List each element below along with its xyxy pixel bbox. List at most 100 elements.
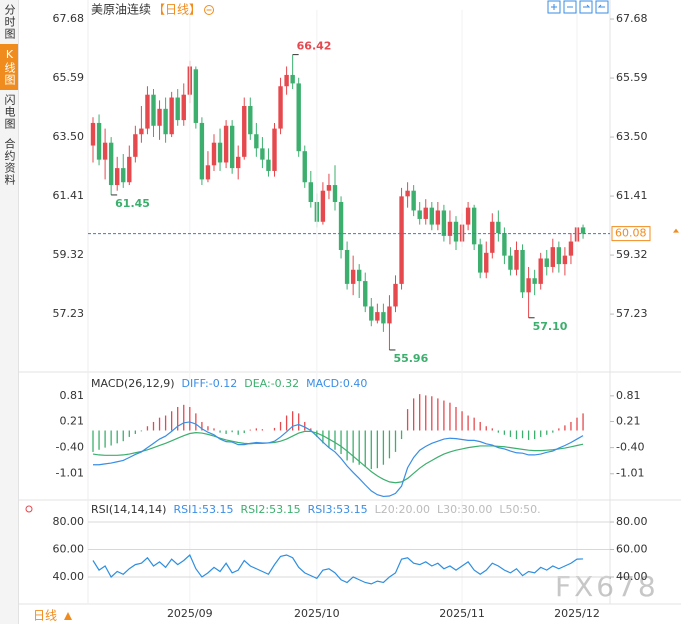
candle-body (417, 210, 422, 219)
candle-body (544, 258, 549, 267)
candle-body (520, 250, 525, 293)
legend-item: L30:30.00 (437, 503, 492, 516)
candle-body (229, 125, 235, 169)
candle-body (242, 106, 247, 157)
candle-body (278, 86, 283, 129)
y-tick-label: 67.68 (53, 12, 85, 25)
candle-body (223, 125, 229, 163)
zoom-icon[interactable] (547, 0, 561, 14)
y-tick-label-right: 57.23 (616, 307, 648, 320)
candle-body (484, 252, 489, 273)
candle-body (435, 210, 441, 225)
legend-item: MACD:0.40 (306, 377, 367, 390)
candle-body (193, 69, 199, 123)
move-icon[interactable] (595, 0, 609, 14)
x-tick-label: 2025/12 (554, 607, 600, 620)
y-tick-label: 63.50 (53, 130, 85, 143)
candle-body (308, 182, 313, 202)
legend-item: RSI3:53.15 (308, 503, 368, 516)
legend-item: L20:20.00 (375, 503, 430, 516)
candle-body (350, 269, 356, 284)
tab[interactable]: 分时图 (3, 4, 16, 40)
zoom-icon[interactable] (563, 0, 577, 14)
candle-body (496, 221, 501, 234)
y-tick-label-right: 59.32 (616, 248, 648, 261)
move-icon[interactable] (579, 0, 593, 14)
candle-body (526, 278, 531, 293)
legend-item: DEA:-0.32 (244, 377, 299, 390)
candle-body (211, 142, 217, 166)
settings-icon[interactable] (25, 505, 33, 513)
y-tick-label-right: -1.01 (616, 467, 644, 480)
candle-body (151, 94, 156, 126)
candle-body (266, 159, 271, 171)
candle-body (296, 83, 301, 152)
candle-body (272, 128, 277, 171)
candle-body (338, 202, 344, 250)
candle-body (429, 207, 434, 225)
icon-glyph (551, 4, 605, 10)
candle-body (127, 156, 132, 183)
candle-body (121, 168, 126, 183)
toolbar[interactable] (547, 0, 609, 14)
annotation: 57.10 (533, 320, 568, 333)
annotation: 55.96 (393, 352, 428, 365)
y-tick-label: 57.23 (53, 307, 85, 320)
candle-body (580, 227, 586, 234)
rsi-line (92, 553, 584, 585)
collapse-icon[interactable] (204, 5, 215, 15)
candle-body (108, 142, 114, 186)
candle-body (332, 185, 338, 202)
candle-body (96, 122, 102, 160)
x-tick-label: 2025/09 (167, 607, 213, 620)
y-tick-label-right: 0.21 (616, 415, 641, 428)
candle-body (514, 250, 519, 270)
candle-body (90, 122, 96, 146)
y-tick-label: -1.01 (56, 467, 84, 480)
candle-body (405, 190, 410, 197)
x-tick-label: 2025/10 (294, 607, 340, 620)
legend-item: RSI2:53.15 (241, 503, 301, 516)
candle-body (363, 281, 368, 307)
annotation: 61.45 (115, 197, 150, 210)
last-price-label: 60.08 (615, 227, 647, 240)
candle-body (326, 185, 332, 191)
candle-body (260, 148, 265, 160)
sidebar: 分时图 K线图 闪电图 合约资料 (0, 0, 19, 624)
y-tick-label-right: 60.00 (616, 543, 648, 556)
candle-body (556, 247, 562, 265)
tab[interactable]: 合约资料 (3, 138, 16, 186)
diff-line (93, 421, 584, 498)
annotation: 66.42 (297, 40, 332, 53)
candle-body (284, 74, 289, 87)
y-tick-label-right: 61.41 (616, 189, 648, 202)
chart-subtitle: 【日线】 (153, 3, 201, 17)
candle-body (175, 97, 180, 121)
candle-body (369, 306, 374, 321)
period-arrow[interactable] (64, 612, 72, 620)
candle-body (157, 108, 162, 126)
candle-body (393, 283, 398, 307)
candle-body (236, 156, 241, 169)
y-tick-label: 0.21 (60, 415, 85, 428)
legend-item: L50:50. (499, 503, 540, 516)
period-button[interactable]: 日线 (33, 609, 57, 623)
y-tick-label: 59.32 (53, 248, 85, 261)
y-tick-label: 60.00 (53, 543, 85, 556)
candle-body (423, 207, 428, 219)
candle-body (381, 312, 386, 324)
tab[interactable]: 闪电图 (3, 94, 16, 130)
tab[interactable]: K线图 (0, 44, 18, 90)
legend-item: RSI1:53.15 (173, 503, 233, 516)
candle-body (205, 165, 211, 180)
y-tick-label-right: -0.40 (616, 441, 644, 454)
candle-body (490, 221, 495, 253)
y-tick-label: 40.00 (53, 570, 85, 583)
candle-body (538, 258, 543, 284)
candle-body (115, 168, 120, 186)
y-tick-label-right: 65.59 (616, 71, 648, 84)
candle-body (169, 97, 174, 135)
candle-body (375, 312, 380, 321)
y-tick-label-right: 63.50 (616, 130, 648, 143)
candle-body (532, 278, 537, 284)
